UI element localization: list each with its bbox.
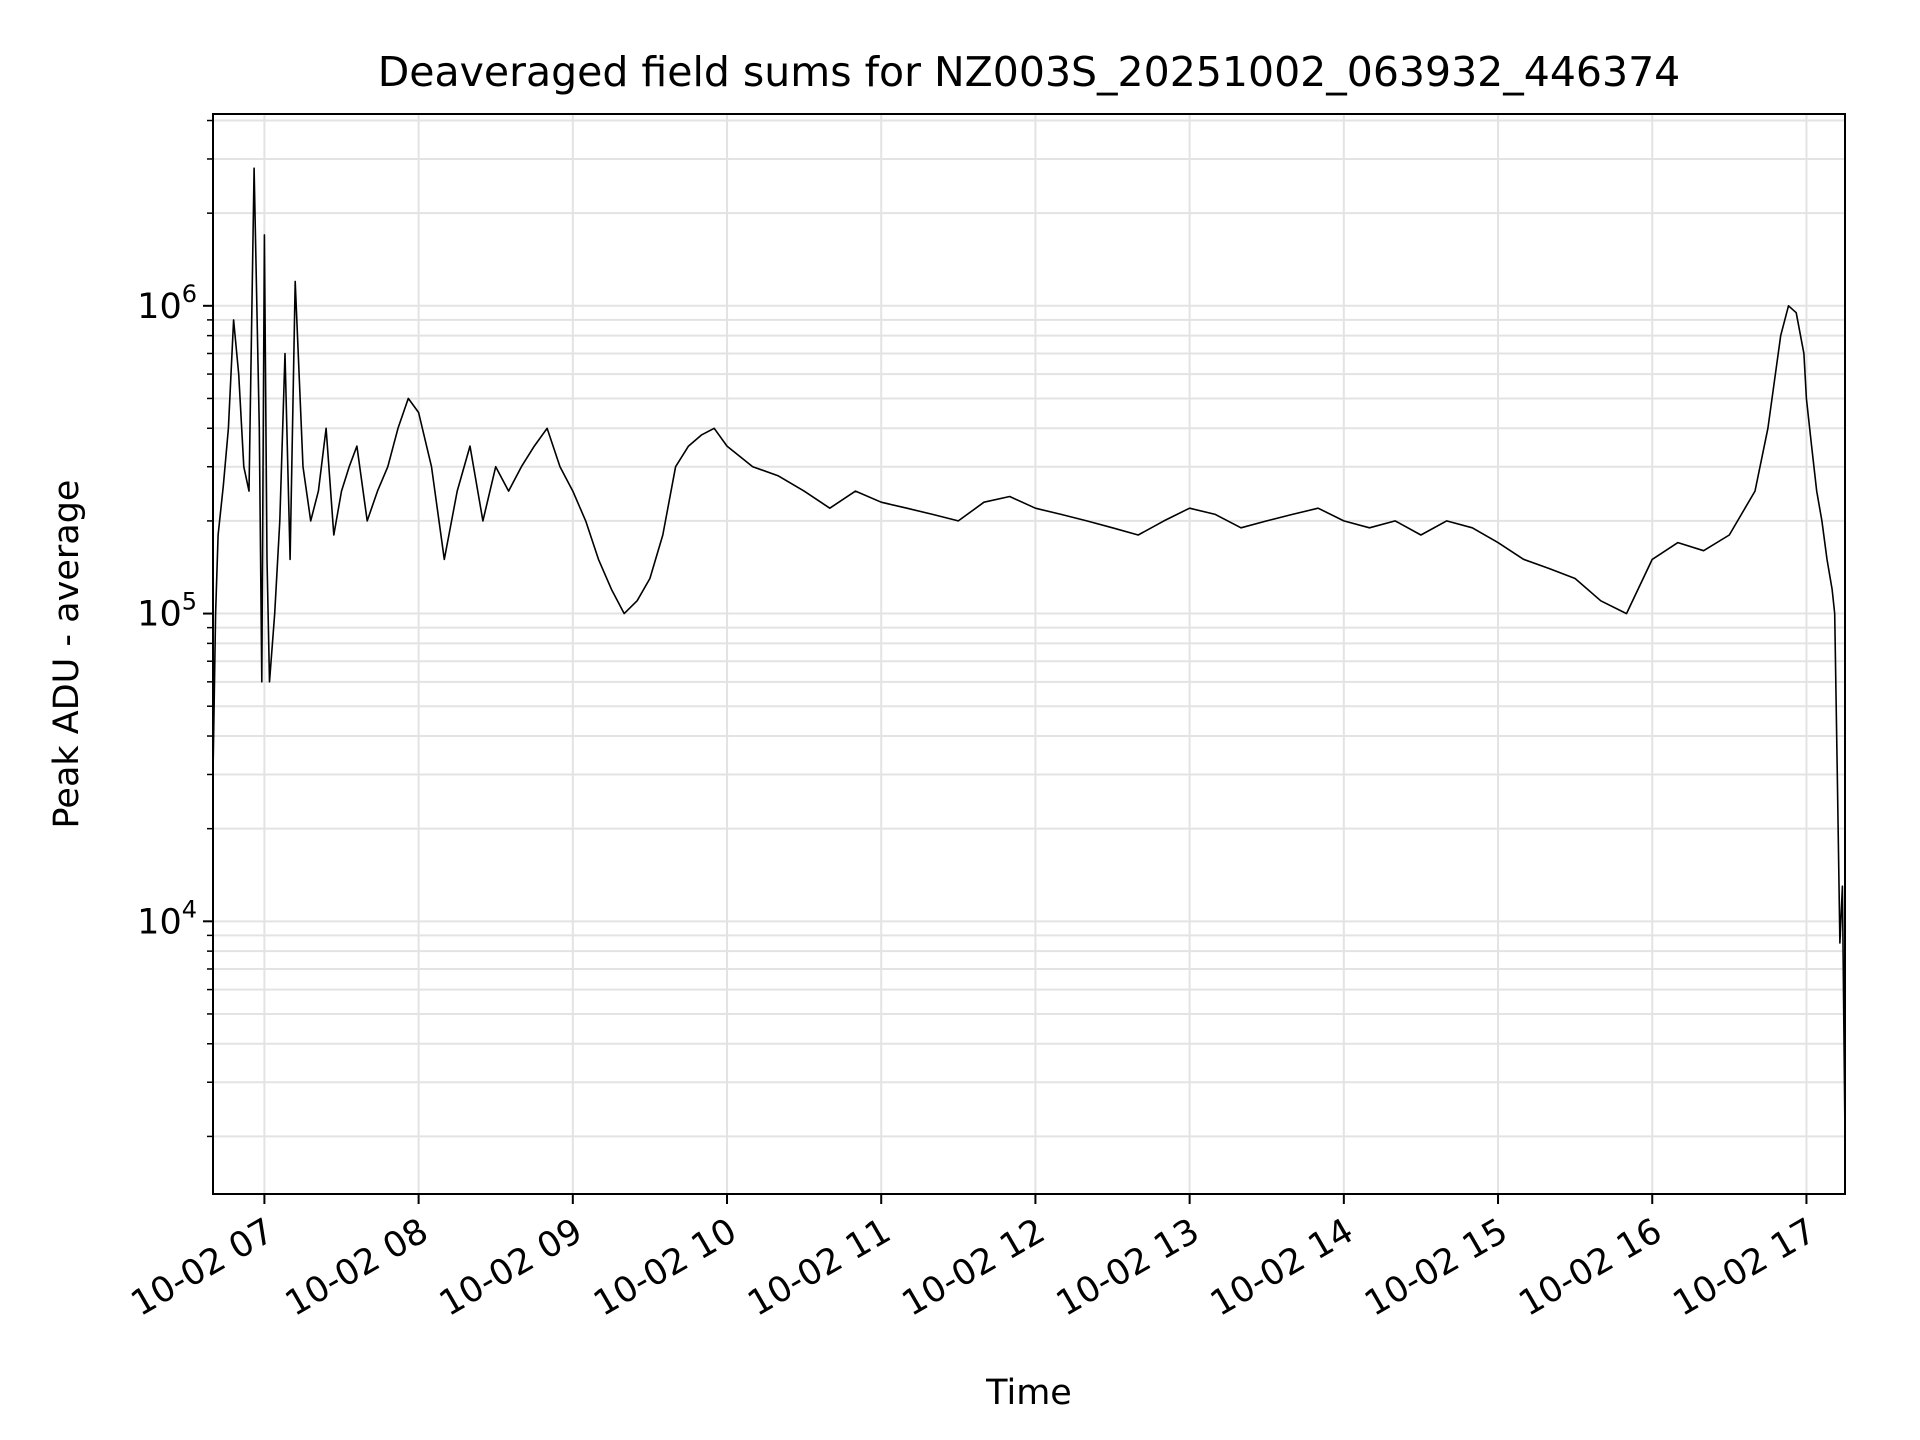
y-tick-label: 104 <box>137 895 197 942</box>
y-axis-label: Peak ADU - average <box>47 480 87 829</box>
series-layer <box>212 167 1846 1137</box>
chart-title: Deaveraged field sums for NZ003S_2025100… <box>378 48 1681 96</box>
y-axis: 104 105 106 <box>137 119 213 1138</box>
y-tick-label: 106 <box>137 280 197 327</box>
plot-frame <box>212 113 1846 1195</box>
x-axis-label: Time <box>985 1373 1072 1413</box>
grid <box>213 114 1845 1194</box>
y-tick-label: 105 <box>137 588 197 635</box>
series-line <box>212 167 1846 1137</box>
